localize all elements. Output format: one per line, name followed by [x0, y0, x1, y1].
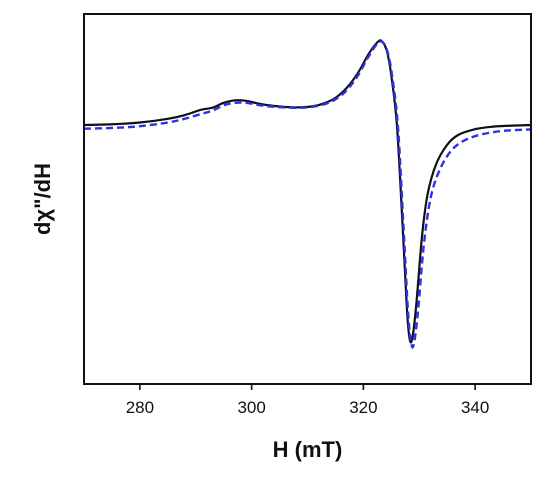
plot-frame — [83, 13, 532, 385]
series-line-2 — [83, 40, 532, 349]
series-group — [83, 39, 532, 349]
x-axis: 280 300 320 340 — [126, 384, 489, 417]
y-axis-title: dχ"/dH — [30, 163, 55, 235]
x-axis-title: H (mT) — [273, 437, 343, 462]
plot-area — [83, 39, 532, 349]
x-tick-label: 300 — [237, 398, 265, 417]
series-line-1 — [83, 39, 532, 344]
x-tick-label: 280 — [126, 398, 154, 417]
x-tick-label: 320 — [349, 398, 377, 417]
x-tick-label: 340 — [461, 398, 489, 417]
